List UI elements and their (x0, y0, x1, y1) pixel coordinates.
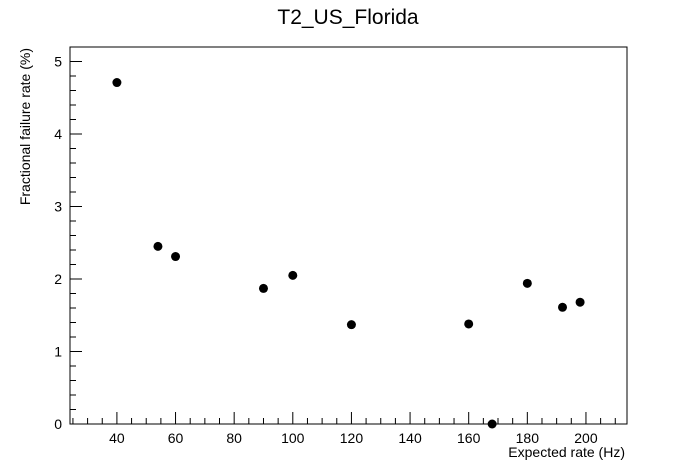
data-point (575, 297, 585, 307)
data-point (522, 278, 532, 288)
y-tick-label: 0 (54, 416, 62, 432)
data-point (153, 241, 163, 251)
x-tick-label: 200 (574, 430, 598, 446)
y-tick-label: 1 (54, 344, 62, 360)
x-tick-label: 180 (516, 430, 540, 446)
y-axis: 0 1 2 3 4 5 (54, 46, 82, 432)
data-point (346, 320, 356, 330)
y-tick-label: 2 (54, 271, 62, 287)
data-point (171, 252, 181, 262)
data-point (487, 419, 497, 429)
x-tick-label: 140 (398, 430, 422, 446)
data-point (258, 283, 268, 293)
data-points (112, 78, 585, 429)
x-tick-label: 60 (168, 430, 184, 446)
y-tick-label: 5 (54, 54, 62, 70)
plot-frame (69, 46, 628, 425)
x-tick-label: 100 (281, 430, 305, 446)
y-tick-label: 3 (54, 199, 62, 215)
x-axis-title: Expected rate (Hz) (508, 444, 625, 460)
x-axis: 40 60 80 100 120 140 160 180 200 (72, 412, 616, 446)
data-point (112, 78, 122, 88)
x-tick-label: 80 (226, 430, 242, 446)
x-tick-label: 160 (457, 430, 481, 446)
x-tick-label: 120 (340, 430, 364, 446)
x-tick-label: 40 (109, 430, 125, 446)
data-point (464, 319, 474, 329)
y-tick-label: 4 (54, 126, 62, 142)
data-point (288, 270, 298, 280)
y-axis-title: Fractional failure rate (%) (17, 48, 33, 205)
chart-title: T2_US_Florida (277, 6, 419, 29)
data-point (558, 302, 568, 312)
